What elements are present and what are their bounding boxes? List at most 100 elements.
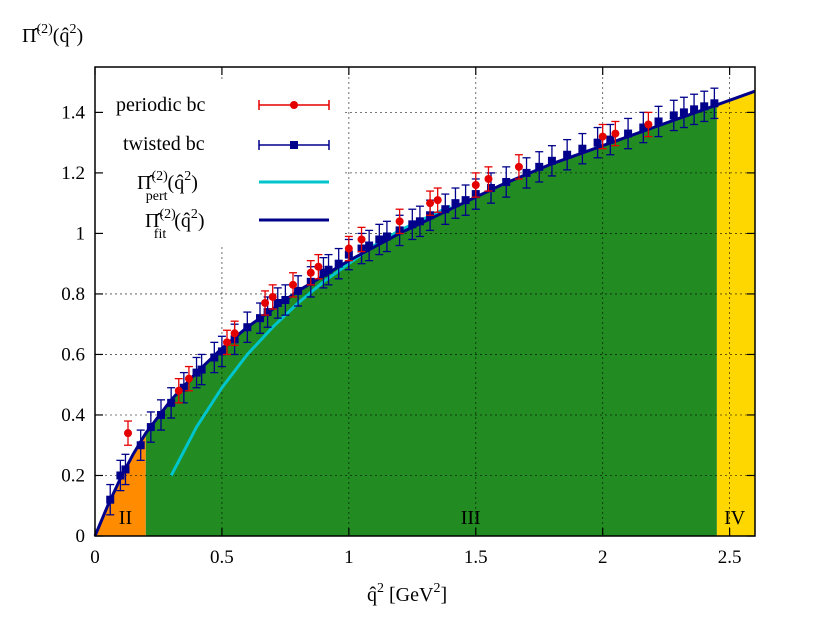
twisted-bc-point: [679, 96, 688, 129]
periodic-bc-marker: [484, 174, 493, 183]
periodic-bc-marker: [314, 262, 323, 271]
twisted-bc-marker: [157, 410, 165, 419]
twisted-bc-marker: [121, 465, 130, 474]
periodic-bc-point: [644, 111, 653, 138]
periodic-bc-marker: [426, 199, 435, 208]
region-labels: II III IV: [119, 507, 746, 529]
twisted-bc-point: [547, 145, 556, 177]
twisted-bc-point: [294, 275, 303, 307]
twisted-bc-marker: [593, 138, 602, 147]
twisted-bc-marker: [679, 108, 688, 117]
x-tick-label: 0.5: [210, 547, 234, 568]
x-tick-label: 2: [598, 547, 608, 568]
twisted-bc-point: [408, 208, 417, 241]
twisted-bc-point: [116, 459, 125, 492]
y-tick-label: 0.4: [61, 405, 85, 426]
periodic-bc-point: [426, 190, 435, 216]
periodic-bc-marker: [268, 292, 277, 301]
periodic-bc-marker: [306, 268, 315, 277]
periodic-bc-point: [261, 290, 270, 316]
twisted-bc-point: [146, 411, 155, 443]
twisted-bc-point: [415, 205, 424, 238]
periodic-bc-point: [124, 420, 132, 446]
y-tick-label: 0.2: [61, 465, 85, 486]
periodic-bc-marker: [471, 181, 480, 190]
twisted-bc-point: [690, 93, 699, 126]
periodic-bc-marker: [598, 132, 607, 141]
twisted-bc-point: [106, 483, 115, 516]
periodic-bc-point: [471, 172, 480, 198]
twisted-bc-point: [273, 287, 282, 319]
twisted-bc-marker: [654, 117, 663, 126]
twisted-bc-point: [136, 429, 145, 462]
twisted-bc-point: [365, 229, 374, 262]
periodic-bc-marker: [124, 429, 132, 438]
twisted-bc-marker: [319, 268, 328, 277]
twisted-bc-point: [535, 151, 544, 183]
twisted-bc-point: [700, 90, 709, 123]
y-tick-label: 1.4: [61, 102, 85, 123]
twisted-bc-point: [319, 256, 328, 289]
x-axis-label: q̂2 [GeV2]: [367, 581, 447, 606]
twisted-bc-point: [157, 399, 165, 431]
twisted-bc-point: [382, 220, 391, 253]
y-tick-label: 0.8: [61, 284, 85, 305]
twisted-bc-marker: [624, 129, 633, 138]
periodic-bc-point: [484, 166, 493, 192]
twisted-bc-marker: [281, 295, 290, 304]
twisted-bc-marker: [415, 217, 424, 226]
twisted-bc-marker: [217, 347, 226, 356]
periodic-bc-point: [514, 154, 523, 180]
twisted-bc-point: [281, 284, 290, 316]
shaded-regions: [95, 91, 755, 537]
twisted-bc-point: [669, 99, 678, 132]
data-points: [106, 87, 719, 516]
twisted-bc-point: [334, 247, 343, 280]
twisted-bc-marker: [136, 441, 145, 450]
periodic-bc-marker: [289, 280, 297, 289]
periodic-bc-marker: [230, 329, 239, 338]
periodic-bc-marker: [261, 299, 270, 308]
twisted-bc-point: [375, 223, 384, 256]
twisted-bc-point: [578, 132, 587, 165]
legend-label-pert: Π̂(2) pert(q̂2): [137, 169, 198, 204]
legend-label-periodic: periodic bc: [116, 94, 206, 116]
twisted-bc-marker: [487, 184, 495, 193]
twisted-bc-marker: [408, 220, 417, 229]
periodic-bc-marker: [344, 244, 353, 253]
twisted-bc-point: [502, 166, 511, 198]
twisted-bc-point: [167, 387, 176, 419]
periodic-bc-point: [357, 226, 366, 253]
periodic-bc-marker: [357, 235, 366, 244]
twisted-bc-point: [522, 157, 531, 189]
legend-marker-twisted: [258, 140, 330, 150]
twisted-bc-point: [217, 335, 226, 368]
twisted-bc-marker: [179, 383, 188, 392]
twisted-bc-marker: [522, 168, 531, 177]
twisted-bc-marker: [502, 177, 511, 186]
twisted-bc-marker: [700, 102, 709, 111]
y-tick-label: 1.2: [61, 163, 85, 184]
periodic-bc-marker: [174, 386, 183, 395]
twisted-bc-marker: [146, 423, 155, 432]
twisted-bc-marker: [197, 365, 206, 374]
twisted-bc-point: [593, 126, 602, 159]
periodic-bc-point: [289, 272, 297, 298]
y-tick-label: 1: [76, 223, 86, 244]
twisted-bc-point: [606, 123, 615, 156]
twisted-bc-point: [324, 253, 333, 286]
twisted-bc-marker: [710, 99, 719, 108]
legend: periodic bc twisted bc Π̂(2) pert(q̂2) Π̂…: [104, 80, 344, 245]
twisted-bc-marker: [547, 156, 556, 165]
twisted-bc-marker: [535, 162, 544, 171]
legend-label-fit: Π̂(2) fit(q̂2): [145, 207, 205, 242]
periodic-bc-point: [611, 120, 620, 147]
twisted-bc-marker: [116, 471, 125, 480]
twisted-bc-marker: [334, 259, 343, 268]
twisted-bc-point: [461, 184, 470, 216]
periodic-bc-point: [598, 123, 607, 150]
y-tick-label: 0.6: [61, 344, 85, 365]
twisted-bc-marker: [210, 353, 219, 362]
twisted-bc-point: [710, 87, 719, 120]
